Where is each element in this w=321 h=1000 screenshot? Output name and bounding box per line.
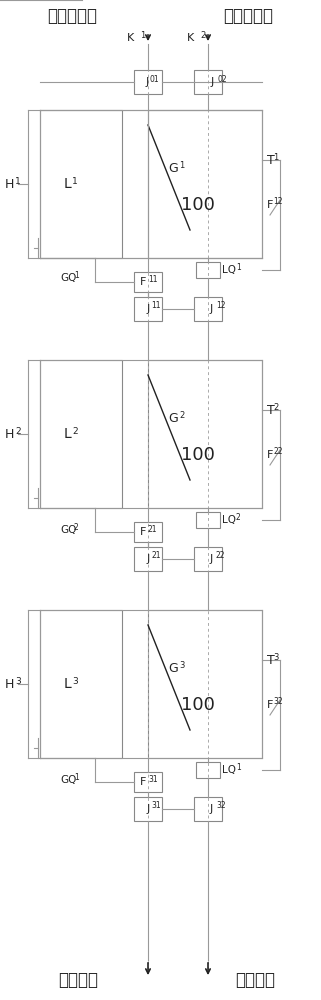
Text: 1: 1 xyxy=(273,152,278,161)
Bar xyxy=(196,762,220,778)
Text: 31: 31 xyxy=(151,802,160,810)
Text: J: J xyxy=(147,804,150,814)
Text: 裂隙投放口: 裂隙投放口 xyxy=(223,7,273,25)
Text: LQ: LQ xyxy=(222,765,236,775)
Text: T: T xyxy=(267,654,275,666)
Text: 管道投放口: 管道投放口 xyxy=(47,7,97,25)
Text: F: F xyxy=(140,527,146,537)
Text: H: H xyxy=(4,428,14,440)
Text: 32: 32 xyxy=(273,698,282,706)
Text: 100: 100 xyxy=(181,446,215,464)
Text: 02: 02 xyxy=(217,75,227,84)
Text: L: L xyxy=(64,677,71,691)
Bar xyxy=(134,272,162,292)
Text: 2: 2 xyxy=(74,523,79,532)
Text: 01: 01 xyxy=(150,75,160,84)
Text: 2: 2 xyxy=(200,31,205,40)
Bar xyxy=(40,110,122,258)
Text: 2: 2 xyxy=(179,410,184,420)
Text: H: H xyxy=(4,178,14,190)
Text: 1: 1 xyxy=(236,263,241,272)
Text: 1: 1 xyxy=(236,763,241,772)
Text: 21: 21 xyxy=(148,524,158,534)
Text: J: J xyxy=(147,554,150,564)
Text: J: J xyxy=(210,804,213,814)
Text: G: G xyxy=(168,412,178,424)
Text: T: T xyxy=(267,403,275,416)
Text: 2: 2 xyxy=(72,426,78,436)
Bar xyxy=(194,70,222,94)
Text: 3: 3 xyxy=(273,652,278,662)
Text: G: G xyxy=(168,662,178,674)
Text: 21: 21 xyxy=(151,552,160,560)
Text: T: T xyxy=(267,153,275,166)
Bar xyxy=(134,772,162,792)
Text: 1: 1 xyxy=(179,160,184,169)
Text: F: F xyxy=(140,777,146,787)
Text: F: F xyxy=(267,700,273,710)
Text: 100: 100 xyxy=(181,696,215,714)
Text: 12: 12 xyxy=(273,198,282,207)
Text: F: F xyxy=(267,200,273,210)
Text: 11: 11 xyxy=(148,274,158,284)
Text: 31: 31 xyxy=(148,774,158,784)
Text: 3: 3 xyxy=(15,676,21,686)
Text: J: J xyxy=(211,77,214,87)
Text: 11: 11 xyxy=(151,302,160,310)
Bar xyxy=(134,797,162,821)
Text: 管道出口: 管道出口 xyxy=(58,971,98,989)
Text: 1: 1 xyxy=(74,271,79,280)
Text: J: J xyxy=(146,77,149,87)
Text: J: J xyxy=(210,304,213,314)
Bar xyxy=(194,297,222,321)
Text: 2: 2 xyxy=(236,513,241,522)
Text: 32: 32 xyxy=(216,802,226,810)
Text: 1: 1 xyxy=(74,773,79,782)
Bar xyxy=(40,360,122,508)
Bar xyxy=(194,547,222,571)
Bar xyxy=(148,610,262,758)
Bar xyxy=(40,610,122,758)
Text: GQ: GQ xyxy=(60,273,76,283)
Text: GQ: GQ xyxy=(60,775,76,785)
Bar xyxy=(134,522,162,542)
Text: H: H xyxy=(4,678,14,690)
Text: L: L xyxy=(64,177,71,191)
Text: LQ: LQ xyxy=(222,515,236,525)
Text: LQ: LQ xyxy=(222,265,236,275)
Bar xyxy=(134,70,162,94)
Bar xyxy=(134,297,162,321)
Text: 裂隙出口: 裂隙出口 xyxy=(235,971,275,989)
Text: F: F xyxy=(140,277,146,287)
Text: 100: 100 xyxy=(181,196,215,214)
Bar xyxy=(196,262,220,278)
Text: 1: 1 xyxy=(72,176,78,186)
Bar xyxy=(194,797,222,821)
Text: 12: 12 xyxy=(216,302,225,310)
Text: 2: 2 xyxy=(273,402,278,412)
Text: 3: 3 xyxy=(179,660,184,670)
Text: J: J xyxy=(147,304,150,314)
Text: 22: 22 xyxy=(273,448,282,456)
Text: K: K xyxy=(187,33,194,43)
Bar xyxy=(148,360,262,508)
Bar xyxy=(196,512,220,528)
Text: 3: 3 xyxy=(72,676,78,686)
Text: K: K xyxy=(127,33,134,43)
Bar xyxy=(148,110,262,258)
Text: 1: 1 xyxy=(140,31,145,40)
Text: L: L xyxy=(64,427,71,441)
Bar xyxy=(134,547,162,571)
Text: 22: 22 xyxy=(216,552,225,560)
Text: G: G xyxy=(168,161,178,174)
Text: J: J xyxy=(210,554,213,564)
Text: GQ: GQ xyxy=(60,525,76,535)
Text: 1: 1 xyxy=(15,176,21,186)
Text: 2: 2 xyxy=(15,426,21,436)
Text: F: F xyxy=(267,450,273,460)
